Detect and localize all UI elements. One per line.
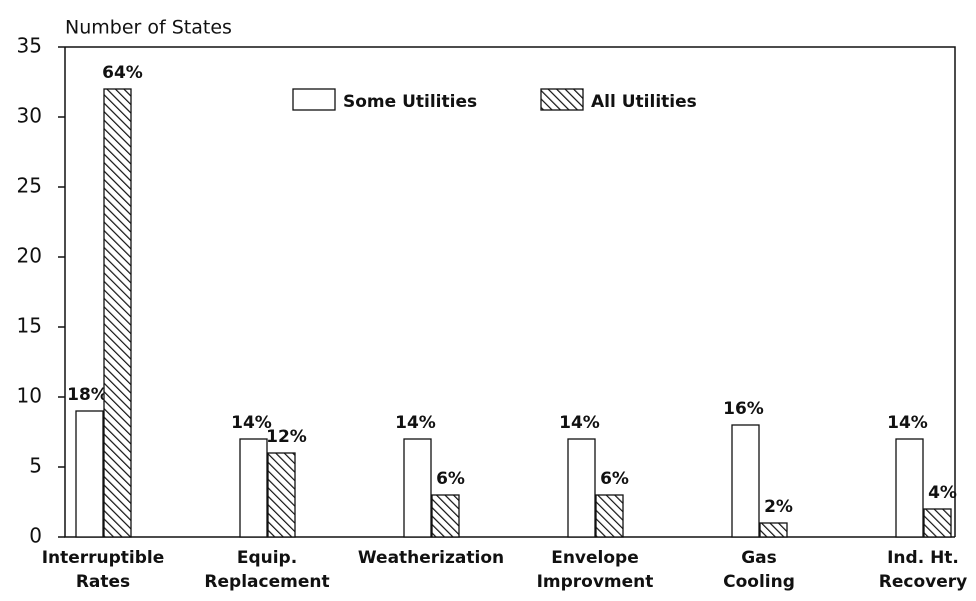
- y-tick-label: 25: [17, 174, 42, 198]
- x-tick-label: Ind. Ht.: [887, 548, 959, 568]
- x-tick-label: Cooling: [723, 572, 795, 592]
- bar: [239, 438, 268, 538]
- bar: [567, 438, 596, 538]
- y-tick-label: 10: [17, 384, 42, 408]
- x-tick-label: Replacement: [204, 572, 329, 592]
- bar: [75, 410, 104, 538]
- axis-frame: [64, 46, 956, 538]
- bar: [923, 508, 952, 538]
- value-label: 64%: [102, 63, 143, 83]
- y-tick-label: 5: [29, 454, 42, 478]
- y-axis-title: Number of States: [65, 17, 232, 39]
- legend-swatch: [292, 88, 336, 111]
- y-tick-label: 30: [17, 104, 42, 128]
- bar: [403, 438, 432, 538]
- x-tick-label: Envelope: [551, 548, 639, 568]
- value-label: 4%: [928, 483, 957, 503]
- value-label: 16%: [723, 399, 764, 419]
- bar: [267, 452, 296, 538]
- legend-label: Some Utilities: [343, 92, 477, 112]
- bar: [595, 494, 624, 538]
- value-label: 18%: [67, 385, 108, 405]
- y-tick-label: 20: [17, 244, 42, 268]
- legend-label: All Utilities: [591, 92, 697, 112]
- y-tick-label: 15: [17, 314, 42, 338]
- x-tick-label: Gas: [741, 548, 777, 568]
- x-tick-label: Rates: [76, 572, 130, 592]
- bar: [103, 88, 132, 538]
- value-label: 12%: [266, 427, 307, 447]
- legend-swatch: [540, 88, 584, 111]
- value-label: 2%: [764, 497, 793, 517]
- x-tick-label: Improvment: [537, 572, 654, 592]
- y-tick-label: 0: [29, 524, 42, 548]
- value-label: 14%: [231, 413, 272, 433]
- bar: [759, 522, 788, 538]
- value-label: 14%: [395, 413, 436, 433]
- value-label: 14%: [559, 413, 600, 433]
- bar: [431, 494, 460, 538]
- x-tick-label: Weatherization: [358, 548, 504, 568]
- x-tick-label: Equip.: [237, 548, 297, 568]
- value-label: 6%: [436, 469, 465, 489]
- bar: [895, 438, 924, 538]
- x-tick-label: Interruptible: [42, 548, 165, 568]
- value-label: 6%: [600, 469, 629, 489]
- y-tick-label: 35: [17, 34, 42, 58]
- value-label: 14%: [887, 413, 928, 433]
- x-tick-label: Recovery: [879, 572, 967, 592]
- bar: [731, 424, 760, 538]
